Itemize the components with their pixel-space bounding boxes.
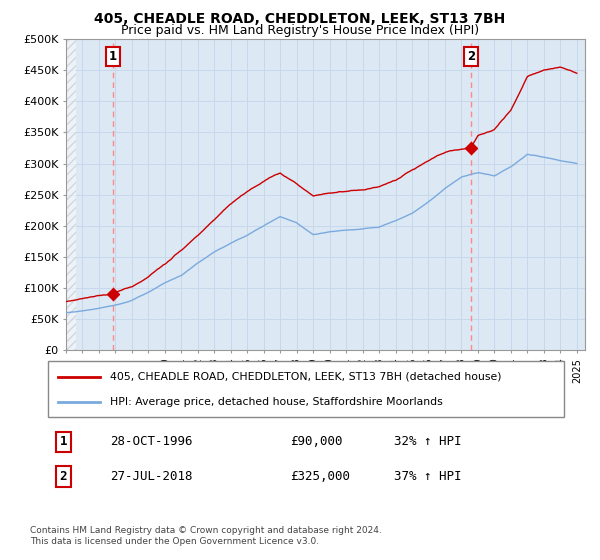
Text: 2: 2 — [467, 50, 475, 63]
Text: £325,000: £325,000 — [290, 470, 350, 483]
FancyBboxPatch shape — [48, 361, 564, 417]
Text: 405, CHEADLE ROAD, CHEDDLETON, LEEK, ST13 7BH: 405, CHEADLE ROAD, CHEDDLETON, LEEK, ST1… — [94, 12, 506, 26]
Text: 32% ↑ HPI: 32% ↑ HPI — [394, 435, 461, 449]
Bar — [66, 39, 76, 350]
Text: Contains HM Land Registry data © Crown copyright and database right 2024.: Contains HM Land Registry data © Crown c… — [30, 526, 382, 535]
Text: 1: 1 — [109, 50, 116, 63]
Text: £90,000: £90,000 — [290, 435, 343, 449]
Text: This data is licensed under the Open Government Licence v3.0.: This data is licensed under the Open Gov… — [30, 537, 319, 546]
Text: 2: 2 — [60, 470, 67, 483]
Text: Price paid vs. HM Land Registry's House Price Index (HPI): Price paid vs. HM Land Registry's House … — [121, 24, 479, 36]
Text: 1: 1 — [60, 435, 67, 449]
Text: 405, CHEADLE ROAD, CHEDDLETON, LEEK, ST13 7BH (detached house): 405, CHEADLE ROAD, CHEDDLETON, LEEK, ST1… — [110, 372, 502, 382]
Text: 27-JUL-2018: 27-JUL-2018 — [110, 470, 193, 483]
Text: 28-OCT-1996: 28-OCT-1996 — [110, 435, 193, 449]
Text: HPI: Average price, detached house, Staffordshire Moorlands: HPI: Average price, detached house, Staf… — [110, 396, 443, 407]
Text: 37% ↑ HPI: 37% ↑ HPI — [394, 470, 461, 483]
